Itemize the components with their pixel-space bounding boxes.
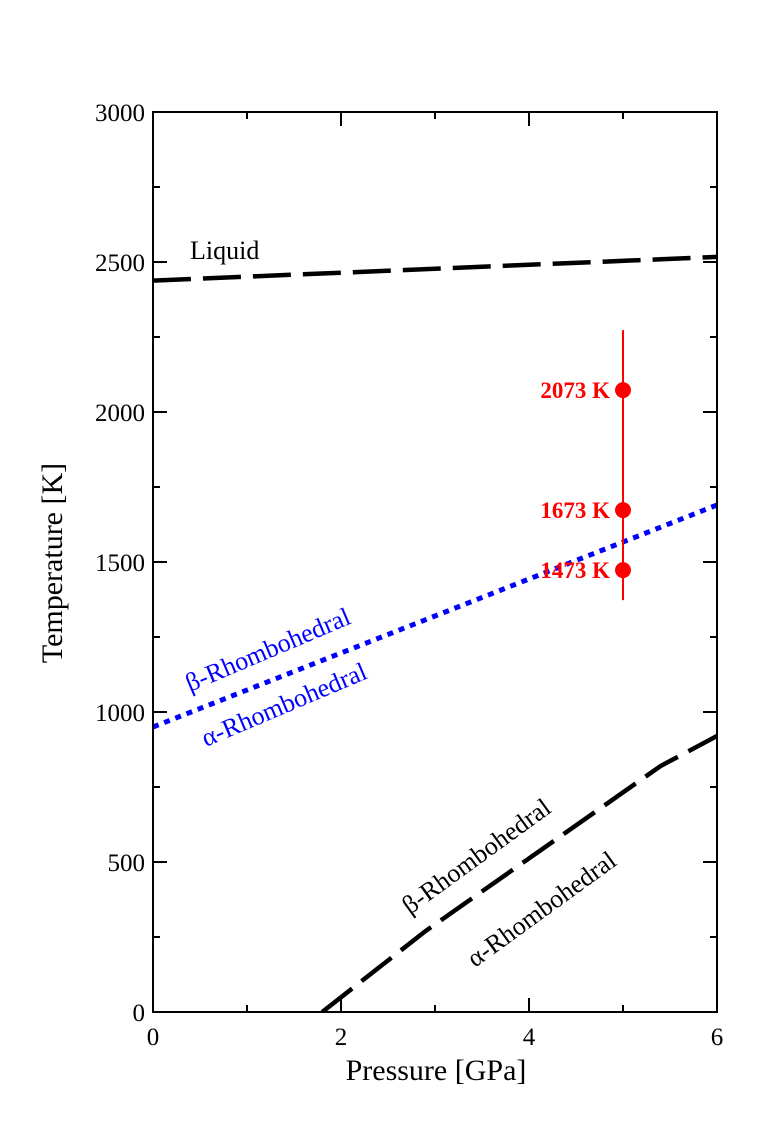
y-tick-label: 1000 xyxy=(95,700,145,727)
y-tick-label: 0 xyxy=(133,1000,146,1027)
data-point xyxy=(615,502,631,519)
data-point xyxy=(615,382,631,399)
x-tick-label: 6 xyxy=(711,1024,724,1051)
y-tick-label: 2000 xyxy=(95,400,145,427)
y-tick-label: 1500 xyxy=(95,550,145,577)
data-point-label: 1673 K xyxy=(540,498,610,523)
y-tick-label: 3000 xyxy=(95,100,145,127)
y-tick-label: 500 xyxy=(108,850,146,877)
x-tick-label: 4 xyxy=(523,1024,536,1051)
data-point-label: 1473 K xyxy=(540,558,610,583)
y-axis-label: Temperature [K] xyxy=(36,463,69,663)
x-tick-label: 2 xyxy=(335,1024,348,1051)
alpha-beta-boundary-black-line xyxy=(320,734,717,1012)
plot-frame xyxy=(152,111,718,1013)
alpha-beta-boundary-blue-line xyxy=(153,502,717,730)
x-axis-label: Pressure [GPa] xyxy=(346,1054,527,1087)
data-point xyxy=(615,562,631,579)
liquid-label: Liquid xyxy=(190,236,259,265)
liquid-boundary-line xyxy=(153,254,717,283)
x-tick-label: 0 xyxy=(147,1024,160,1051)
y-tick-label: 2500 xyxy=(95,250,145,277)
data-point-label: 2073 K xyxy=(540,378,610,403)
